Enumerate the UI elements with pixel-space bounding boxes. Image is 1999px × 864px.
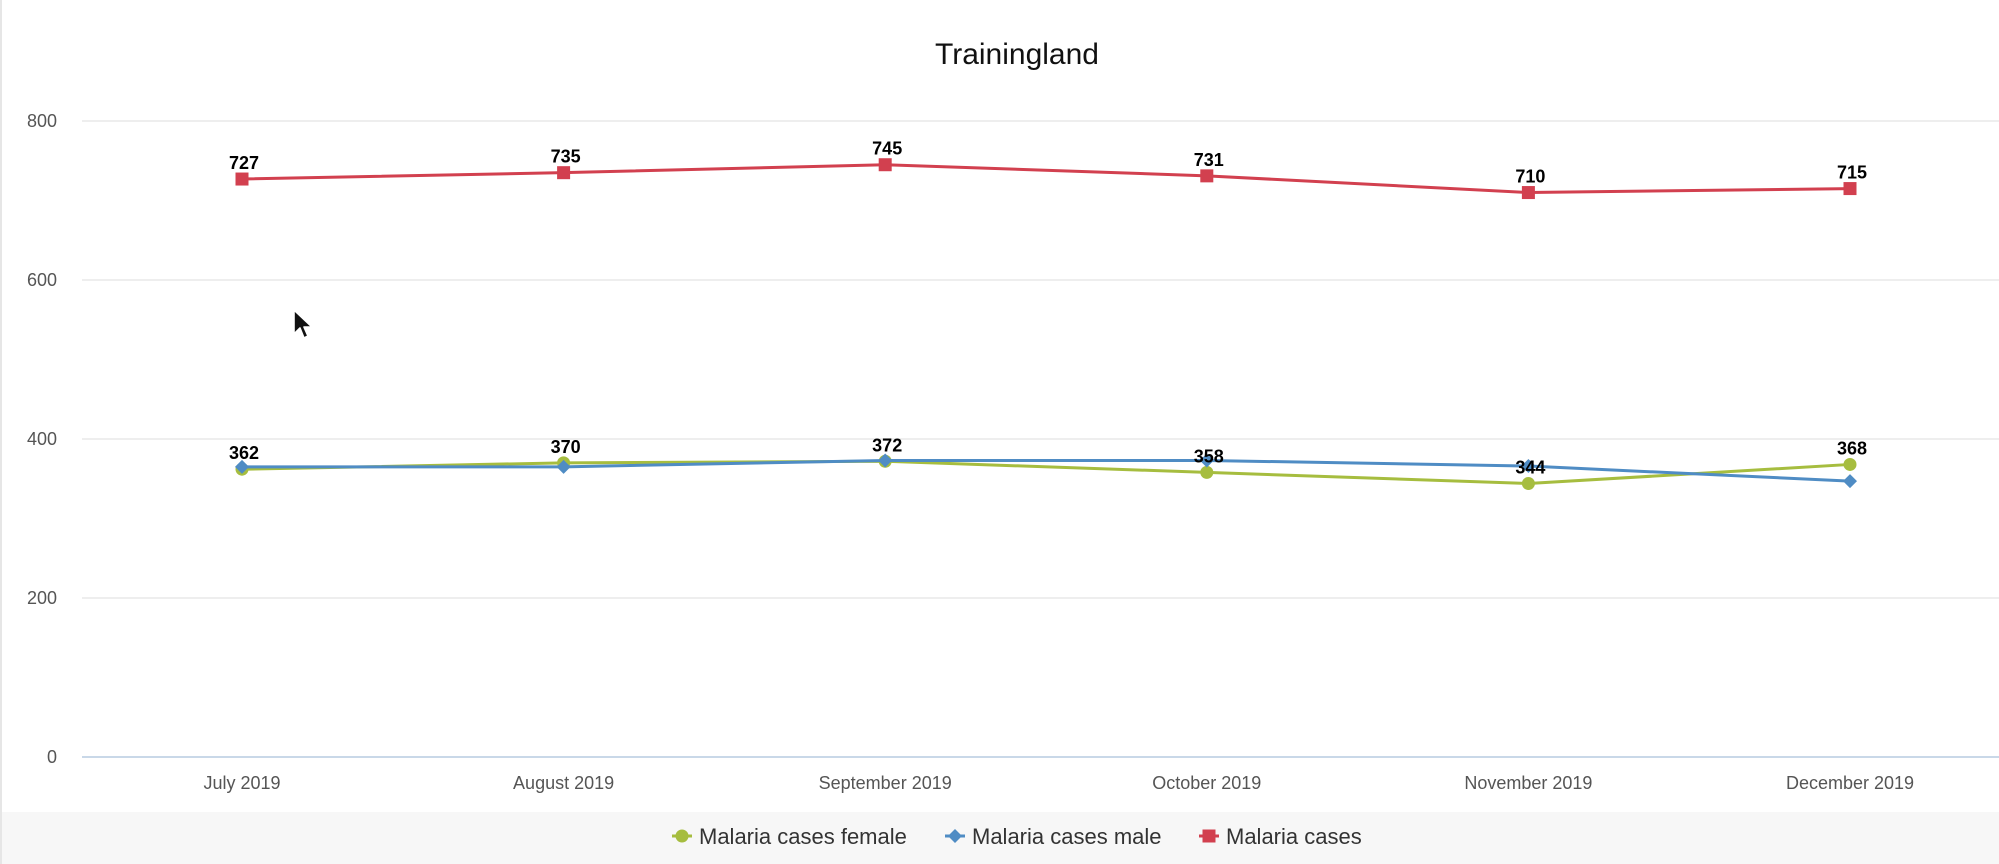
x-tick-label: September 2019 <box>819 773 952 793</box>
data-point[interactable] <box>1521 477 1535 491</box>
data-point[interactable] <box>878 158 892 172</box>
legend-marker[interactable] <box>948 829 962 843</box>
legend-label: Malaria cases female <box>699 824 907 849</box>
x-axis-ticks: July 2019 August 2019 September 2019 Octobe… <box>203 773 1914 793</box>
data-labels: 362 370 372 358 344 368 727 735 745 731 710 715 <box>229 139 1867 478</box>
data-label: 715 <box>1837 163 1867 183</box>
data-label: 745 <box>872 139 902 159</box>
y-tick-label: 800 <box>27 111 57 131</box>
data-point[interactable] <box>878 453 893 468</box>
data-label: 710 <box>1515 167 1545 187</box>
mouse-cursor-icon <box>293 309 313 339</box>
data-label: 727 <box>229 153 259 173</box>
legend-item[interactable]: Malaria cases male <box>945 824 1162 849</box>
y-tick-label: 600 <box>27 270 57 290</box>
legend-marker[interactable] <box>675 829 689 843</box>
data-point[interactable] <box>556 459 571 474</box>
series-line <box>241 163 1851 195</box>
data-point[interactable] <box>1843 474 1857 489</box>
series-2 <box>235 158 1857 200</box>
legend-marker[interactable] <box>1202 829 1216 843</box>
data-point[interactable] <box>1843 182 1857 196</box>
x-tick-label: August 2019 <box>513 773 614 793</box>
data-point[interactable] <box>1843 457 1857 471</box>
y-tick-label: 400 <box>27 429 57 449</box>
data-point[interactable] <box>235 172 249 186</box>
y-axis-ticks: 0 200 400 600 800 <box>27 111 57 767</box>
x-tick-label: October 2019 <box>1152 773 1261 793</box>
data-label: 735 <box>551 147 581 167</box>
chart-title: Trainingland <box>935 38 1099 71</box>
legend-background <box>2 812 1999 864</box>
data-label: 368 <box>1837 438 1867 458</box>
data-point[interactable] <box>1200 465 1214 479</box>
data-label: 370 <box>551 437 581 457</box>
data-label: 344 <box>1515 458 1545 478</box>
x-tick-label: December 2019 <box>1786 773 1914 793</box>
data-point[interactable] <box>1199 453 1214 468</box>
data-label: 362 <box>229 443 259 463</box>
data-point[interactable] <box>1521 459 1536 474</box>
x-tick-label: November 2019 <box>1464 773 1592 793</box>
data-point[interactable] <box>557 166 571 180</box>
series-line <box>241 459 1851 486</box>
legend-item[interactable]: Malaria cases female <box>672 824 907 849</box>
grid <box>82 120 1999 758</box>
data-label: 358 <box>1194 446 1224 466</box>
y-tick-label: 0 <box>47 747 57 767</box>
data-point[interactable] <box>1200 169 1214 183</box>
data-label: 731 <box>1194 150 1224 170</box>
y-tick-label: 200 <box>27 588 57 608</box>
legend-label: Malaria cases male <box>972 824 1162 849</box>
legend-label: Malaria cases <box>1226 824 1362 849</box>
legend-item[interactable]: Malaria cases <box>1199 824 1362 849</box>
data-label: 372 <box>872 435 902 455</box>
data-point[interactable] <box>235 459 249 474</box>
x-tick-label: July 2019 <box>203 773 280 793</box>
series-lines <box>235 158 1857 491</box>
series-line <box>242 458 1851 483</box>
legend: Malaria cases female Malaria cases male Ma… <box>2 812 1999 864</box>
series-1 <box>235 453 1857 489</box>
data-point[interactable] <box>1521 186 1535 200</box>
